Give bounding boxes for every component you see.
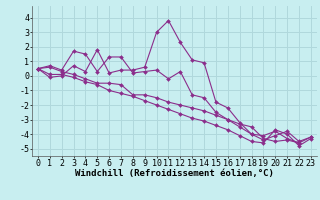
X-axis label: Windchill (Refroidissement éolien,°C): Windchill (Refroidissement éolien,°C): [75, 169, 274, 178]
